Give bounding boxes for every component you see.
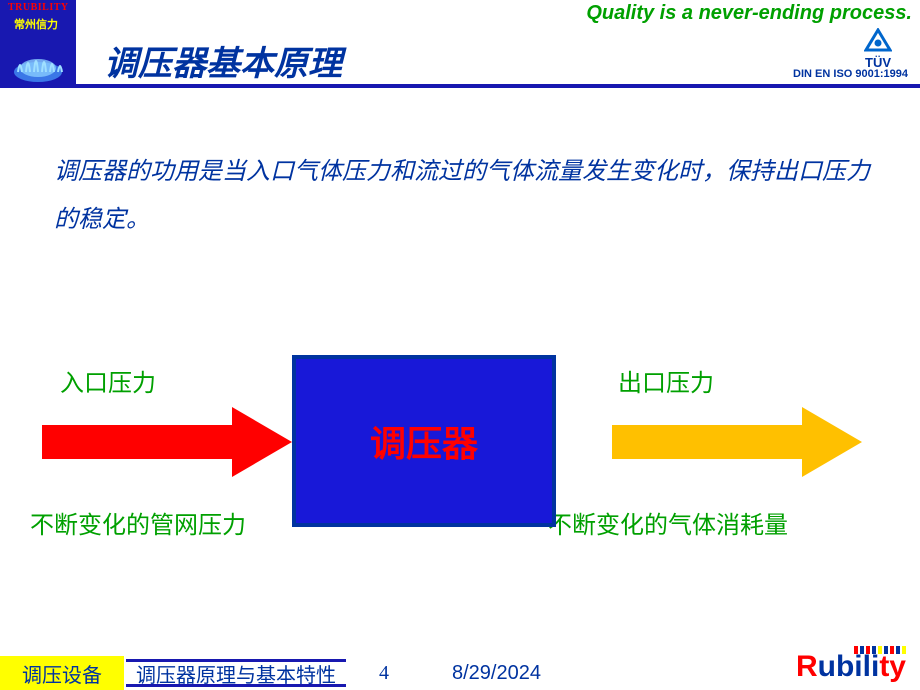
inlet-arrow-icon	[42, 407, 292, 477]
regulator-label: 调压器	[370, 415, 478, 467]
flame-icon	[8, 38, 68, 84]
logo-text-top: TRUBILITY	[8, 2, 69, 13]
slide-header: TRUBILITY 常州信力 Quality is a never-ending…	[0, 0, 920, 88]
outlet-pressure-label: 出口压力	[618, 363, 714, 398]
footer-category: 调压设备	[0, 656, 124, 690]
logo-text-sub: 常州信力	[14, 16, 58, 32]
logo-box: TRUBILITY 常州信力	[0, 0, 76, 88]
regulator-box: 调压器	[292, 355, 556, 527]
inlet-sub-label: 不断变化的管网压力	[30, 505, 246, 540]
footer-logo-text: Rubility	[796, 650, 906, 684]
outlet-arrow-icon	[612, 407, 862, 477]
slide-footer: 调压设备 调压器原理与基本特性 4 8/29/2024 Rubility	[0, 656, 920, 690]
outlet-sub-label: 不断变化的气体消耗量	[548, 505, 788, 540]
iso-text: DIN EN ISO 9001:1994	[793, 68, 908, 80]
footer-subtitle: 调压器原理与基本特性	[126, 659, 346, 687]
tagline: Quality is a never-ending process.	[586, 2, 912, 25]
tuv-triangle-icon	[864, 28, 892, 52]
footer-page-number: 4	[364, 662, 404, 685]
body-text: 调压器的功用是当入口气体压力和流过的气体流量发生变化时，保持出口压力的稳定。	[54, 148, 874, 244]
footer-date: 8/29/2024	[452, 662, 541, 685]
diagram: 入口压力 不断变化的管网压力 出口压力 不断变化的气体消耗量 调压器	[0, 355, 920, 555]
slide-title: 调压器基本原理	[104, 36, 342, 85]
inlet-pressure-label: 入口压力	[60, 363, 156, 398]
tuv-block: TÜV	[864, 28, 892, 70]
